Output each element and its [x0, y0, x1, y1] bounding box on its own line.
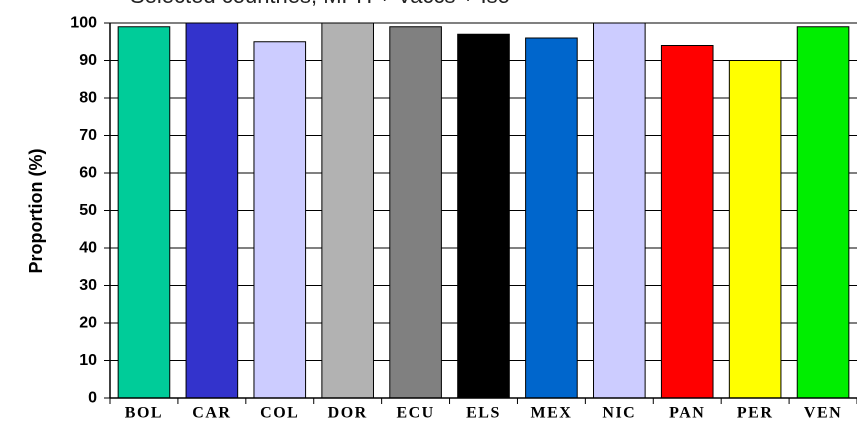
bar-els	[457, 33, 510, 399]
y-axis-label: Proportion (%)	[26, 149, 46, 274]
y-tick-label: 80	[79, 90, 97, 107]
x-tick-label: COL	[260, 405, 299, 422]
bar-dor	[321, 22, 374, 399]
chart-title: Selected countries, MPH + Vaccs + Iso	[130, 0, 510, 8]
bar-mex	[525, 37, 578, 399]
x-tick-label: MEX	[530, 405, 572, 422]
x-tick-label: CAR	[192, 405, 231, 422]
bar-car	[185, 22, 239, 399]
x-tick-label: BOL	[125, 405, 163, 422]
x-tick-label: PER	[737, 405, 774, 422]
y-tick-label: 20	[79, 315, 97, 332]
y-tick-label: 100	[70, 15, 97, 32]
y-tick-label: 10	[79, 352, 97, 369]
x-tick-label: NIC	[602, 405, 636, 422]
y-tick-label: 60	[79, 165, 97, 182]
y-tick-label: 30	[79, 277, 97, 294]
bar-bol	[117, 26, 171, 399]
x-tick-labels: BOL CAR COL DOR ECU ELS MEX NIC PAN PER VEN	[125, 405, 842, 422]
y-tick-label: 90	[79, 52, 97, 69]
bar-pan	[660, 45, 714, 399]
axes	[104, 22, 857, 404]
x-tick-label: DOR	[328, 405, 368, 422]
x-tick-label: ELS	[466, 405, 501, 422]
y-tick-labels: 0 10 20 30 40 50 60 70 80 90 100	[70, 15, 97, 407]
y-tick-label: 0	[88, 390, 97, 407]
bars	[117, 22, 850, 399]
bar-ecu	[389, 26, 442, 399]
bar-col	[253, 41, 307, 399]
bar-ven	[796, 26, 850, 399]
x-tick-label: VEN	[804, 405, 842, 422]
y-tick-label: 50	[79, 202, 97, 219]
y-tick-label: 70	[79, 127, 97, 144]
x-tick-label: PAN	[669, 405, 705, 422]
bar-nic	[593, 22, 646, 399]
bar-per	[728, 60, 782, 399]
y-tick-label: 40	[79, 240, 97, 257]
x-tick-label: ECU	[396, 405, 434, 422]
